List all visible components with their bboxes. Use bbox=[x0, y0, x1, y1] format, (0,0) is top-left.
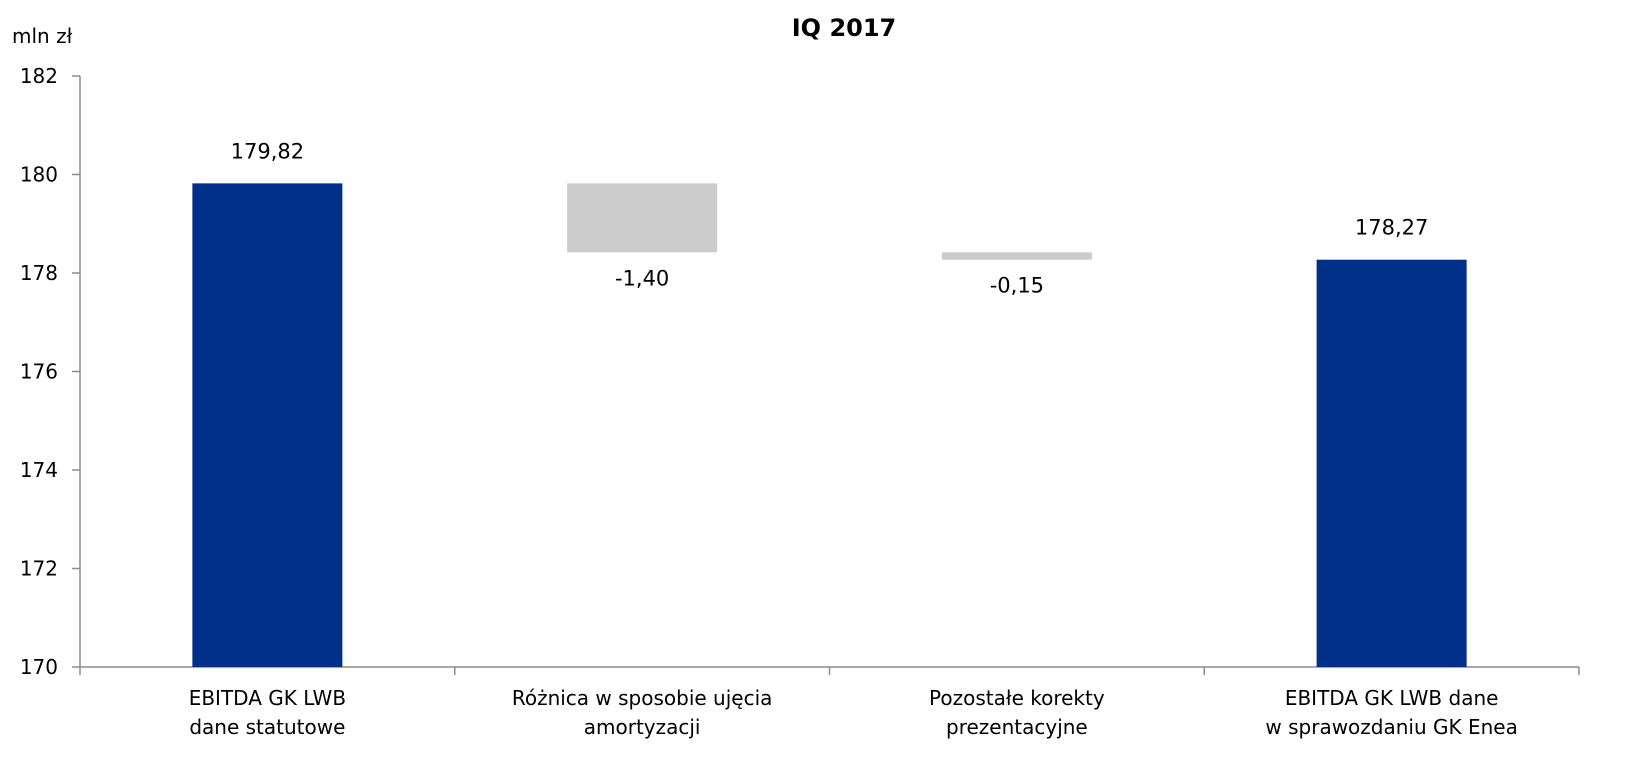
total-bar bbox=[1316, 259, 1467, 667]
category-label: EBITDA GK LWB bbox=[189, 686, 346, 710]
data-labels: 179,82 -1,40 -0,15 178,27 bbox=[231, 139, 1429, 297]
delta-bar bbox=[941, 252, 1092, 260]
bar-value-label: -0,15 bbox=[990, 274, 1044, 298]
category-label: Pozostałe korekty bbox=[929, 686, 1105, 710]
y-tick-label: 174 bbox=[20, 458, 58, 482]
y-axis-unit-label: mln zł bbox=[12, 24, 73, 48]
category-label: dane statutowe bbox=[189, 715, 345, 739]
category-label: amortyzacji bbox=[584, 715, 701, 739]
y-tick-label: 180 bbox=[20, 163, 58, 187]
chart-title: IQ 2017 bbox=[792, 14, 896, 42]
bar-value-label: 179,82 bbox=[231, 139, 304, 163]
total-bar bbox=[192, 183, 343, 668]
y-tick-label: 170 bbox=[20, 655, 58, 679]
category-label: prezentacyjne bbox=[946, 715, 1088, 739]
y-tick-label: 176 bbox=[20, 360, 58, 384]
bar-value-label: 178,27 bbox=[1355, 216, 1428, 240]
y-tick-label: 182 bbox=[20, 64, 58, 88]
y-tick-label: 178 bbox=[20, 261, 58, 285]
category-label: w sprawozdaniu GK Enea bbox=[1265, 715, 1517, 739]
bars bbox=[192, 183, 1467, 668]
delta-bar bbox=[567, 183, 718, 253]
category-labels: EBITDA GK LWB dane statutowe Różnica w spo… bbox=[189, 686, 1518, 739]
category-label: Różnica w sposobie ujęcia bbox=[512, 686, 773, 710]
y-axis: 170 172 174 176 178 180 182 bbox=[20, 64, 81, 679]
bar-value-label: -1,40 bbox=[615, 266, 669, 290]
y-tick-label: 172 bbox=[20, 557, 58, 581]
category-label: EBITDA GK LWB dane bbox=[1285, 686, 1499, 710]
x-axis bbox=[79, 666, 1580, 675]
